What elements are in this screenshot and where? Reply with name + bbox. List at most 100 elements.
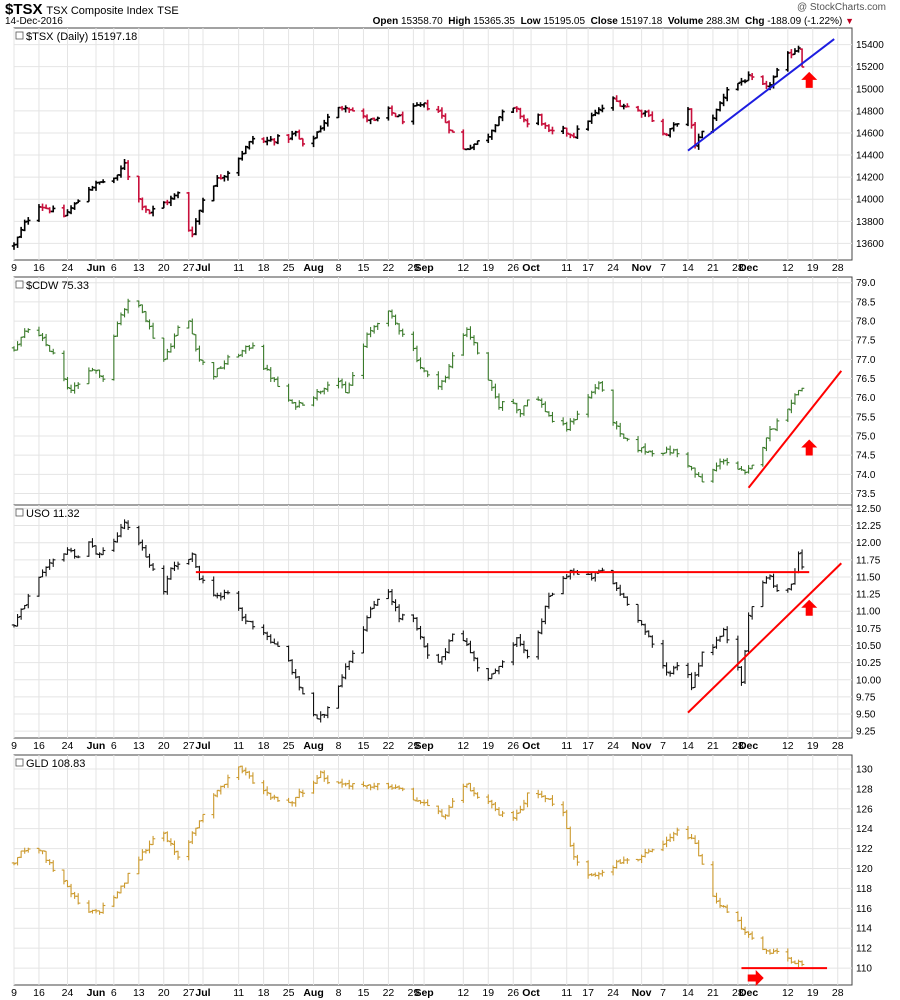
price-bar xyxy=(425,370,430,378)
price-bar xyxy=(236,353,241,358)
x-tick-label: 20 xyxy=(158,987,170,999)
price-bar xyxy=(639,447,644,453)
price-bar xyxy=(746,931,751,938)
x-tick-label: 24 xyxy=(607,740,619,752)
x-tick-label: 20 xyxy=(158,262,170,274)
price-bar xyxy=(500,400,505,411)
price-bar xyxy=(11,862,17,866)
price-bar xyxy=(625,596,630,606)
y-tick-label: 124 xyxy=(856,824,873,835)
x-tick-label: 29 xyxy=(408,740,420,752)
price-bar xyxy=(72,548,77,559)
y-tick-label: 9.50 xyxy=(856,710,876,721)
x-tick-label: 14 xyxy=(682,740,694,752)
price-bar xyxy=(471,787,477,797)
price-bar xyxy=(211,576,216,597)
x-tick-label: 26 xyxy=(507,262,519,274)
price-bar xyxy=(724,904,730,913)
x-tick-label: 12 xyxy=(457,262,469,274)
y-tick-label: 10.75 xyxy=(856,624,881,635)
price-bar xyxy=(664,662,669,676)
y-tick-label: 128 xyxy=(856,784,873,795)
x-tick-label: Dec xyxy=(739,987,758,999)
price-bar xyxy=(749,931,755,940)
y-tick-label: 12.25 xyxy=(856,521,881,532)
price-bar xyxy=(175,191,181,199)
y-tick-label: 15200 xyxy=(856,62,884,73)
price-bar xyxy=(300,137,306,147)
price-bar xyxy=(197,209,202,225)
price-bar xyxy=(51,558,56,567)
price-bar xyxy=(361,781,366,787)
x-tick-label: Oct xyxy=(522,262,540,274)
y-tick-label: 73.5 xyxy=(856,489,876,500)
price-bar xyxy=(165,831,170,843)
price-bar xyxy=(568,418,573,431)
price-bar xyxy=(143,310,149,323)
y-tick-label: 14800 xyxy=(856,106,884,117)
x-tick-label: 22 xyxy=(383,987,395,999)
price-bar xyxy=(739,466,744,471)
price-bar xyxy=(650,111,655,122)
price-bar xyxy=(15,341,20,351)
panel-label: GLD 108.83 xyxy=(26,758,85,770)
price-bar xyxy=(215,368,220,378)
price-bar xyxy=(15,614,20,627)
y-tick-label: 114 xyxy=(856,924,872,935)
panel-toggle-icon xyxy=(15,280,24,289)
price-bar xyxy=(724,87,730,102)
x-tick-label: 12 xyxy=(782,987,794,999)
signal-arrow-icon xyxy=(801,599,818,616)
y-tick-label: 75.0 xyxy=(856,432,876,443)
panel-toggle-icon xyxy=(15,31,24,40)
price-bar xyxy=(26,328,31,333)
price-bar xyxy=(585,860,591,879)
price-bar xyxy=(489,673,495,680)
y-tick-label: 10.00 xyxy=(856,675,881,686)
price-bar xyxy=(175,325,181,336)
x-tick-label: 8 xyxy=(336,740,342,752)
price-bar xyxy=(739,916,744,930)
price-bar xyxy=(771,428,776,430)
y-tick-label: 10.50 xyxy=(856,641,881,652)
price-bar xyxy=(439,809,445,817)
x-tick-label: 19 xyxy=(807,740,819,752)
price-bar xyxy=(386,782,391,790)
y-tick-label: 78.5 xyxy=(856,297,876,308)
y-tick-label: 74.0 xyxy=(856,470,876,481)
y-tick-label: 76.5 xyxy=(856,374,876,385)
price-bar xyxy=(418,357,423,370)
price-bar xyxy=(125,872,131,884)
price-bar xyxy=(511,642,516,666)
price-bar xyxy=(475,657,480,672)
x-tick-label: 17 xyxy=(582,262,594,274)
x-tick-label: 6 xyxy=(111,262,117,274)
x-tick-label: 15 xyxy=(358,262,370,274)
price-bar xyxy=(511,398,516,405)
trendline xyxy=(687,562,842,714)
price-bar xyxy=(418,625,423,640)
x-tick-label: 15 xyxy=(358,987,370,999)
x-tick-label: 22 xyxy=(383,740,395,752)
price-bar xyxy=(51,205,56,213)
chart-header: $TSX TSX Composite Index TSE 14-Dec-2016… xyxy=(0,0,900,28)
low-label: Low xyxy=(520,16,541,27)
price-bar xyxy=(172,561,177,572)
price-bar xyxy=(336,781,341,784)
price-bar xyxy=(225,774,231,788)
price-bar xyxy=(600,104,605,113)
x-tick-label: Nov xyxy=(632,262,652,274)
price-bar xyxy=(799,960,805,967)
price-bar xyxy=(700,130,705,139)
panel-label: $TSX (Daily) 15197.18 xyxy=(26,31,137,43)
price-bar xyxy=(400,111,405,125)
x-tick-label: 21 xyxy=(707,262,719,274)
price-bar xyxy=(275,796,281,802)
price-bar xyxy=(371,600,377,609)
price-bar xyxy=(22,604,27,610)
x-tick-label: 12 xyxy=(782,740,794,752)
price-bar xyxy=(589,571,594,581)
price-bar xyxy=(710,468,716,483)
price-bar xyxy=(75,893,81,905)
